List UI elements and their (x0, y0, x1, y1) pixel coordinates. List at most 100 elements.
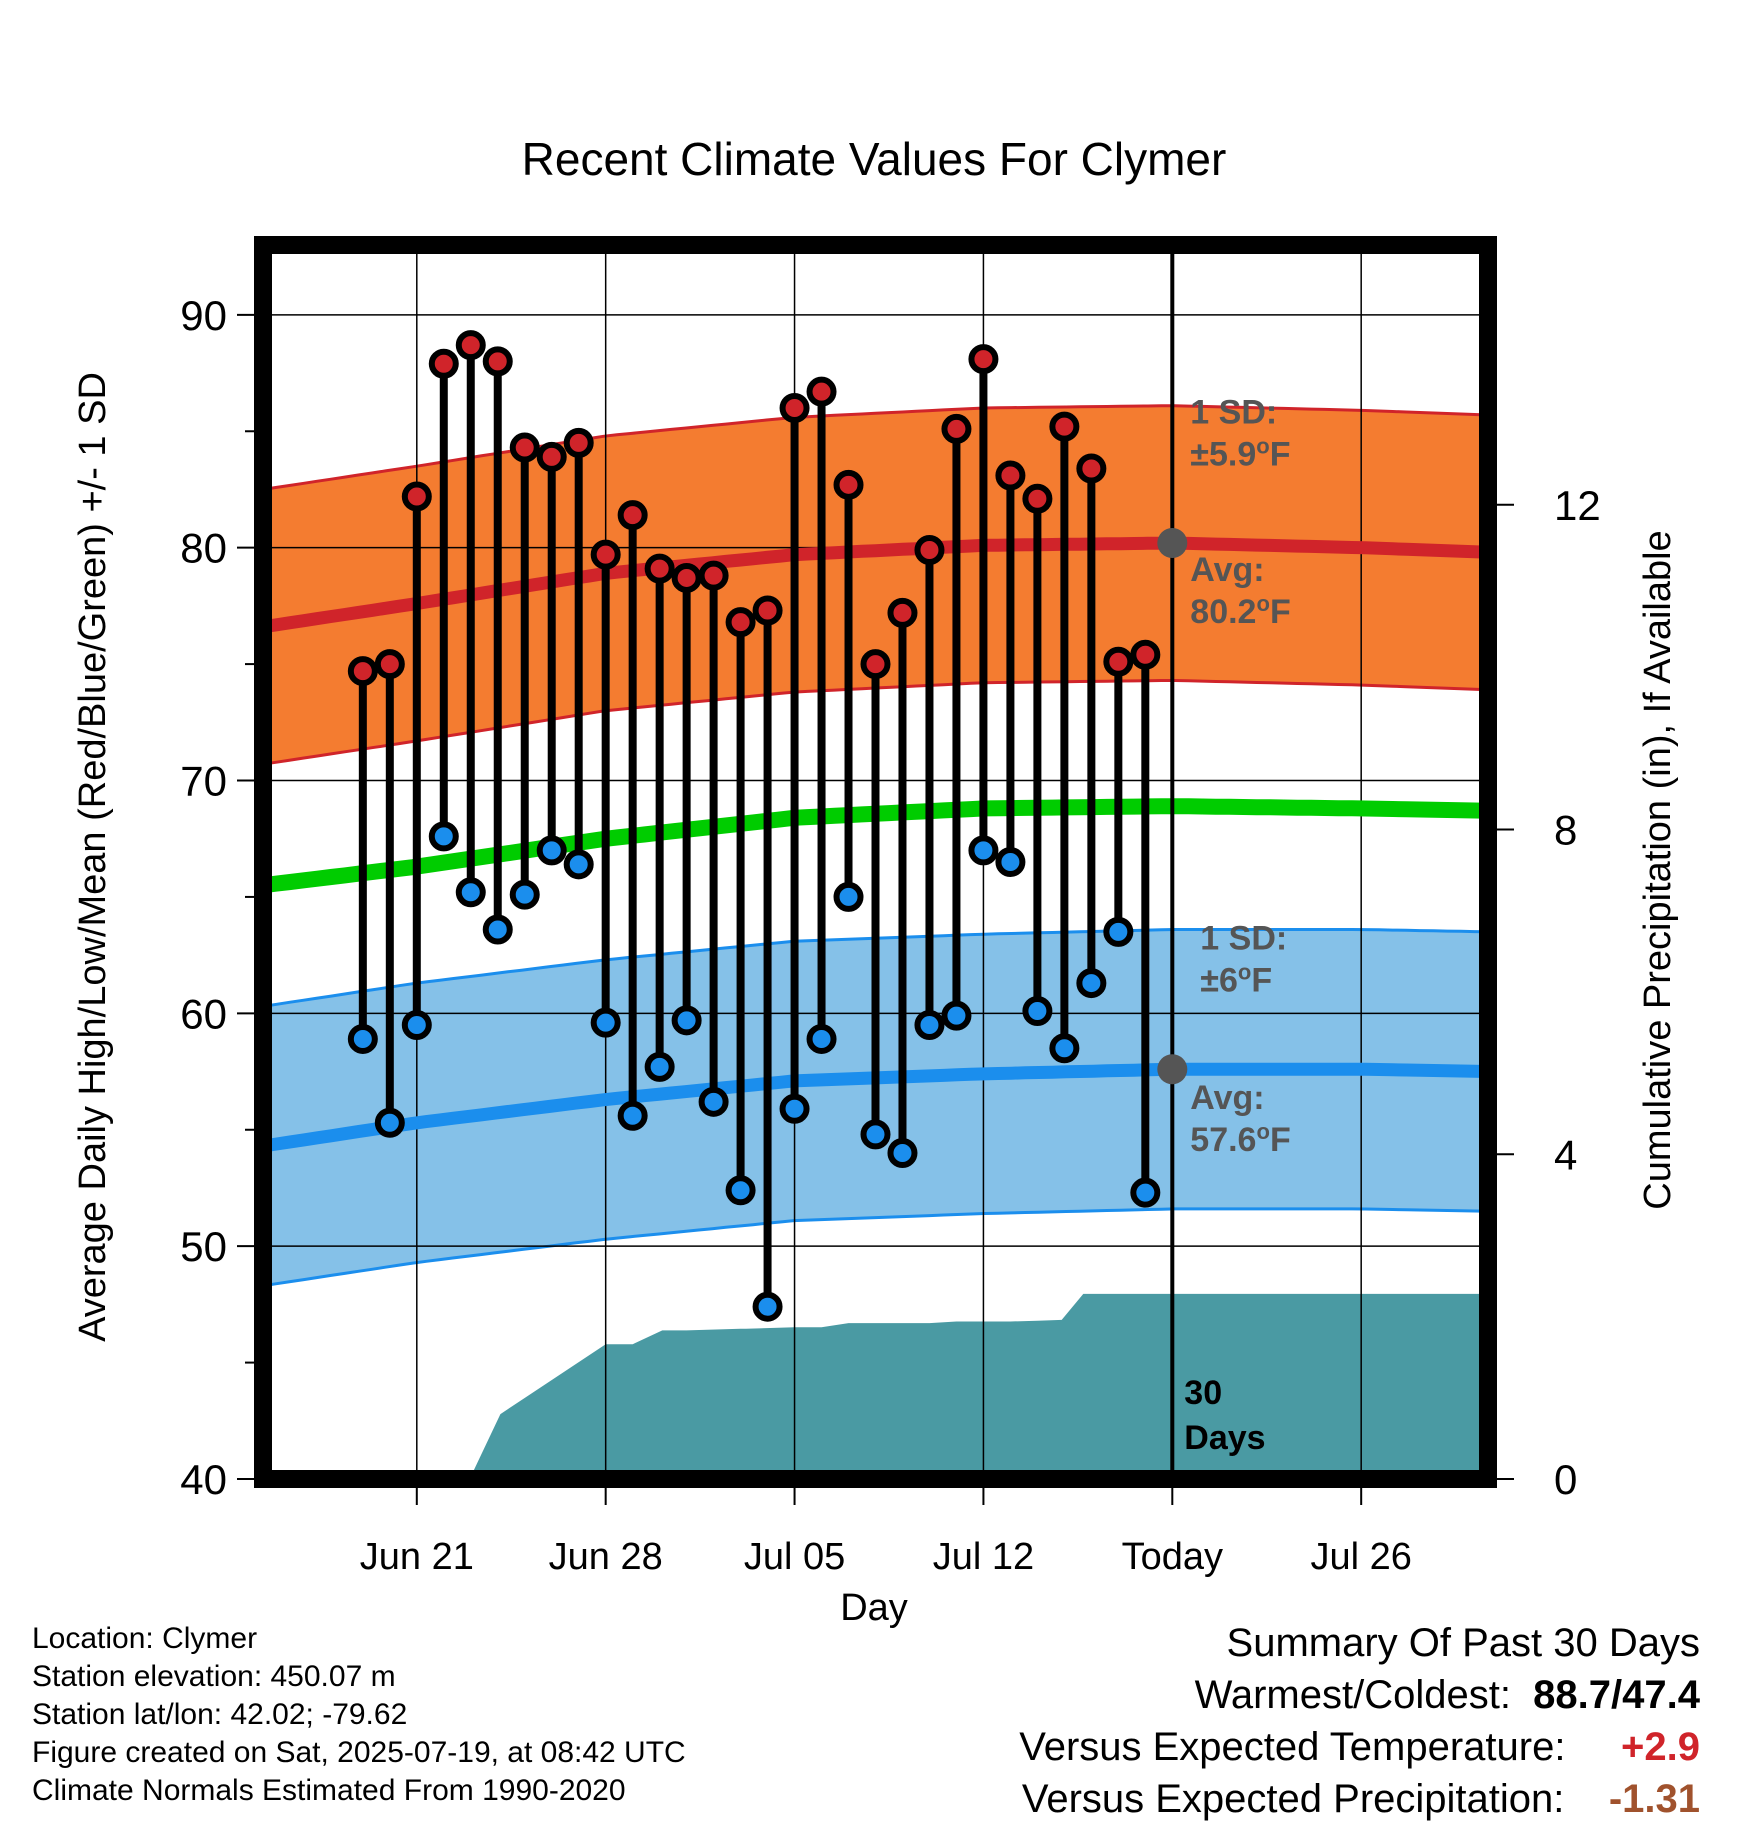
daily-high-point (860, 649, 891, 680)
daily-high-point (509, 432, 540, 463)
daily-low-point (1076, 968, 1107, 999)
daily-high-point (374, 649, 405, 680)
plot-frame (254, 236, 1497, 1488)
daily-high-point (806, 376, 837, 407)
latlon-text: Station lat/lon: 42.02; -79.62 (32, 1698, 408, 1731)
daily-low-point (455, 877, 486, 908)
daily-low-point (1103, 916, 1134, 947)
daily-low-point (887, 1138, 918, 1169)
y-tick-label: 90 (180, 292, 227, 339)
daily-high-point (1022, 483, 1053, 514)
daily-high-point (563, 427, 594, 458)
daily-high-point (347, 656, 378, 687)
daily-low-point (995, 847, 1026, 877)
y-tick-label: 40 (180, 1456, 227, 1503)
daily-high-point (1103, 646, 1134, 677)
high-avg-annotation-value: 80.2oF (1190, 591, 1290, 631)
daily-high-point (914, 535, 945, 566)
daily-high-point (698, 560, 729, 591)
daily-high-point (401, 481, 432, 512)
x-tick-label: Jul 26 (1310, 1536, 1411, 1578)
daily-high-point (1130, 639, 1161, 670)
normal-low-lower-sd-line (263, 1207, 1488, 1288)
daily-low-point (752, 1291, 783, 1322)
daily-high-point (833, 469, 864, 500)
x-tick-label: Jun 28 (549, 1536, 663, 1578)
y-tick-label: 50 (180, 1223, 227, 1270)
daily-high-point (1049, 411, 1080, 442)
created-text: Figure created on Sat, 2025-07-19, at 08… (32, 1736, 686, 1769)
daily-high-point (428, 348, 459, 379)
daily-low-point (968, 835, 999, 866)
daily-low-point (644, 1051, 675, 1082)
x-tick-label: Jun 21 (360, 1536, 474, 1578)
y2-tick-label: 0 (1554, 1456, 1577, 1503)
x-tick-label: Today (1122, 1536, 1223, 1578)
daily-high-point (644, 553, 675, 584)
daily-high-point (725, 607, 756, 638)
y-tick-label: 70 (180, 758, 227, 805)
warm-cold-label: Warmest/Coldest: (1194, 1673, 1511, 1717)
daily-low-point (536, 835, 567, 866)
station-info: Location: Clymer Station elevation: 450.… (32, 1620, 686, 1810)
low-sd-annotation-label: 1 SD: (1200, 920, 1287, 958)
daily-low-point (698, 1086, 729, 1117)
daily-high-point (1076, 453, 1107, 484)
low-avg-annotation-label: Avg: (1190, 1079, 1264, 1117)
daily-low-point (374, 1107, 405, 1138)
today-avg-low-dot (1157, 1054, 1188, 1085)
daily-high-point (482, 346, 513, 377)
daily-high-point (995, 460, 1026, 491)
y2-tick-label: 4 (1554, 1131, 1577, 1178)
daily-low-point (1022, 996, 1053, 1027)
daily-low-point (590, 1007, 621, 1038)
normals-text: Climate Normals Estimated From 1990-2020 (32, 1774, 626, 1807)
daily-low-point (941, 1000, 972, 1031)
precip-anomaly-row: Versus Expected Precipitation: -1.31 (1019, 1773, 1700, 1825)
temp-anomaly-value: +2.9 (1621, 1725, 1700, 1769)
daily-low-point (482, 914, 513, 945)
daily-high-point (590, 539, 621, 570)
daily-low-point (671, 1005, 702, 1036)
daily-low-point (617, 1100, 648, 1131)
daily-low-point (509, 879, 540, 910)
daily-low-point (401, 1009, 432, 1040)
high-sd-annotation-value: ±5.9oF (1190, 434, 1290, 474)
high-sd-annotation-label: 1 SD: (1190, 394, 1277, 432)
low-avg-annotation-value: 57.6oF (1190, 1119, 1290, 1159)
temp-anomaly-row: Versus Expected Temperature: +2.9 (1019, 1721, 1700, 1773)
daily-low-point (1130, 1177, 1161, 1208)
x-axis-label: Day (840, 1587, 908, 1629)
x-tick-label: Jul 05 (744, 1536, 845, 1578)
daily-low-point (428, 821, 459, 852)
temp-anomaly-label: Versus Expected Temperature: (1019, 1725, 1566, 1769)
cumulative-precip-area (263, 1293, 1488, 1479)
y-axis-label: Average Daily High/Low/Mean (Red/Blue/Gr… (72, 372, 114, 1342)
y-tick-label: 60 (180, 990, 227, 1037)
warm-cold-value: 88.7/47.4 (1533, 1673, 1700, 1717)
y2-axis-label: Cumulative Precipitation (in), If Availa… (1637, 530, 1679, 1209)
daily-high-point (779, 392, 810, 423)
x-tick-label: Jul 12 (933, 1536, 1034, 1578)
chart-title: Recent Climate Values For Clymer (522, 133, 1227, 185)
daily-low-point (347, 1023, 378, 1054)
daily-low-point (914, 1009, 945, 1040)
precip-days-label: Days (1184, 1419, 1265, 1457)
daily-high-point (455, 330, 486, 361)
today-avg-high-dot (1157, 528, 1188, 559)
precip-anomaly-label: Versus Expected Precipitation: (1021, 1777, 1565, 1821)
y-tick-label: 80 (180, 525, 227, 572)
elevation-text: Station elevation: 450.07 m (32, 1660, 396, 1693)
daily-low-point (779, 1093, 810, 1124)
daily-low-point (725, 1175, 756, 1206)
normal-high-sd-band (263, 405, 1488, 765)
daily-high-point (941, 413, 972, 444)
high-avg-annotation-label: Avg: (1190, 551, 1264, 589)
daily-low-point (860, 1119, 891, 1150)
daily-low-point (806, 1023, 837, 1054)
low-sd-annotation-value: ±6oF (1200, 960, 1272, 1000)
summary-heading: Summary Of Past 30 Days (1226, 1621, 1700, 1665)
